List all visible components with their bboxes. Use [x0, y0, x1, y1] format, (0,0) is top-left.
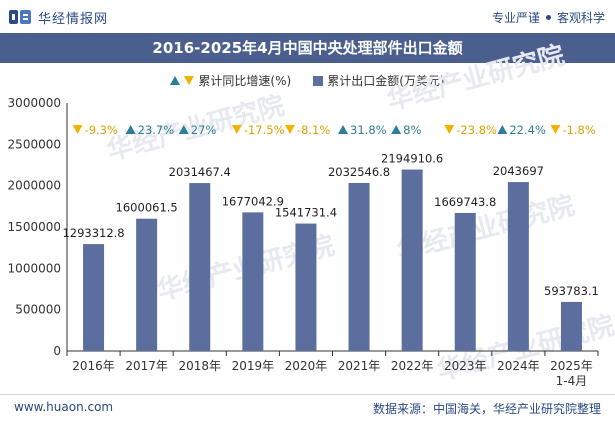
growth-value-label: 23.7%	[138, 123, 175, 137]
growth-up-icon	[497, 125, 508, 134]
watermark-text: 华经产业研究院	[384, 40, 568, 117]
growth-value-label: 31.8%	[350, 123, 387, 137]
separator-dot-icon	[545, 15, 551, 20]
bar-value-label: 2032546.8	[328, 165, 390, 179]
slogan-right: 客观科学	[556, 11, 605, 25]
y-tick-label: 1500000	[8, 220, 61, 234]
growth-up-icon	[125, 125, 136, 134]
legend-export-label: 累计出口金额(万美元)	[327, 74, 445, 88]
top-bar: 华经情报网 专业严谨 客观科学	[0, 0, 615, 33]
y-tick-label: 1000000	[8, 261, 61, 275]
bar	[83, 244, 105, 351]
x-tick-label: 2016年	[72, 359, 115, 373]
bar	[242, 212, 264, 351]
bar	[348, 182, 370, 351]
bar-value-label: 1541731.4	[275, 206, 337, 220]
growth-up-icon	[178, 125, 189, 134]
growth-value-label: -17.5%	[244, 123, 285, 137]
growth-value-label: -1.8%	[562, 123, 595, 137]
huajing-logo-icon	[9, 10, 31, 24]
brand-name: 华经情报网	[38, 11, 109, 27]
bar-value-label: 2194910.6	[381, 152, 443, 166]
x-tick-label: 2020年	[285, 359, 328, 373]
x-tick-label: 2023年	[444, 359, 487, 373]
x-tick-label: 2021年	[338, 359, 381, 373]
growth-value-label: -9.3%	[85, 123, 118, 137]
growth-up-icon	[338, 125, 349, 134]
y-tick-label: 2000000	[8, 179, 61, 193]
bar-value-label: 1600061.5	[116, 201, 178, 215]
footer-source: 数据来源：中国海关，华经产业研究院整理	[372, 402, 601, 416]
bar	[295, 223, 317, 351]
growth-down-icon	[550, 125, 561, 134]
growth-value-label: 8%	[403, 123, 421, 137]
slogan: 专业严谨 客观科学	[492, 9, 605, 26]
y-tick-label: 3000000	[8, 96, 61, 110]
growth-value-label: 22.4%	[509, 123, 546, 137]
footer-website: www.huaon.com	[14, 400, 114, 414]
growth-down-icon	[284, 125, 295, 134]
x-tick-label: 2017年	[125, 359, 168, 373]
growth-down-icon	[72, 125, 83, 134]
growth-up-icon	[391, 125, 402, 134]
growth-down-icon	[444, 125, 455, 134]
bar	[507, 182, 529, 351]
legend-swatch	[313, 75, 324, 86]
brand: 华经情报网	[8, 7, 108, 27]
y-tick-label: 500000	[15, 303, 61, 317]
bar-value-label: 1293312.8	[62, 226, 124, 240]
y-tick-label: 2500000	[8, 137, 61, 151]
bar-value-label: 593783.1	[544, 284, 599, 298]
legend-growth: 累计同比增速(%)	[170, 72, 291, 89]
growth-value-label: -23.8%	[456, 123, 497, 137]
bar-value-label: 1669743.8	[434, 195, 496, 209]
footer-divider	[0, 394, 615, 395]
x-tick-label: 2019年	[232, 359, 275, 373]
bar	[401, 169, 423, 351]
bar-value-label: 2043697	[493, 164, 544, 178]
legend-growth-label: 累计同比增速(%)	[198, 74, 292, 88]
slogan-left: 专业严谨	[491, 11, 540, 25]
bar	[189, 183, 211, 351]
triangle-down-icon	[184, 76, 195, 85]
chart-legend: 累计同比增速(%) 累计出口金额(万美元)	[0, 72, 615, 89]
bar-value-label: 1677042.9	[222, 194, 284, 208]
bar-value-label: 2031467.4	[169, 165, 231, 179]
bar	[454, 212, 476, 351]
x-tick-label: 2018年	[178, 359, 221, 373]
x-tick-label: 2025年	[550, 359, 593, 373]
y-tick-label: 0	[53, 344, 61, 358]
chart-title: 2016-2025年4月中国中央处理部件出口金额	[0, 33, 615, 63]
triangle-up-icon	[170, 76, 181, 85]
growth-down-icon	[231, 125, 242, 134]
growth-value-label: -8.1%	[297, 123, 330, 137]
bar	[136, 218, 158, 351]
legend-export: 累计出口金额(万美元)	[313, 72, 445, 89]
bar	[560, 301, 582, 351]
x-tick-label: 1-4月	[556, 374, 588, 388]
growth-value-label: 27%	[191, 123, 217, 137]
x-tick-label: 2022年	[391, 359, 434, 373]
x-tick-label: 2024年	[497, 359, 540, 373]
